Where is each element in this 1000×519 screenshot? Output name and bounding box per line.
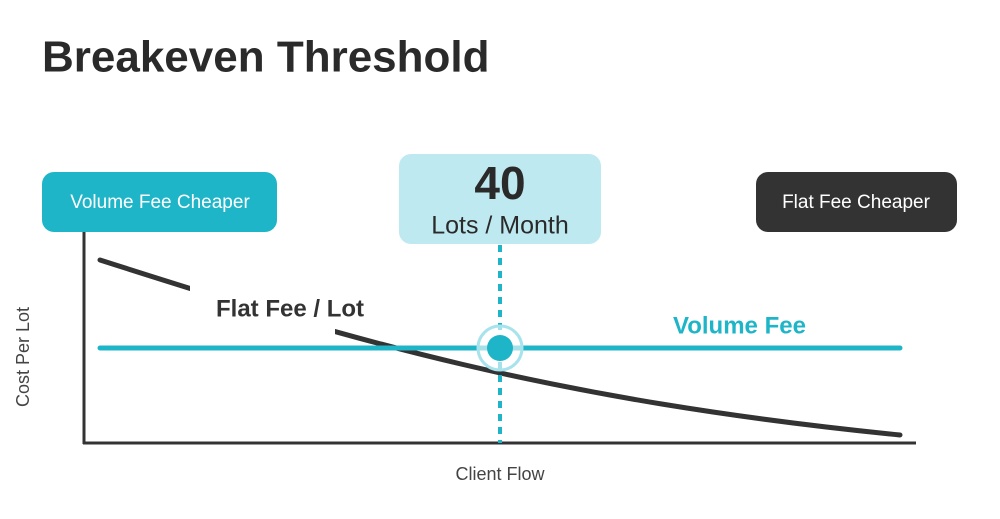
y-axis-label: Cost Per Lot: [13, 307, 33, 407]
threshold-number: 40: [474, 157, 525, 209]
volume-fee-label: Volume Fee: [673, 312, 806, 339]
x-axis-label: Client Flow: [455, 464, 545, 484]
flat-fee-label: Flat Fee / Lot: [216, 295, 364, 322]
left-badge-label: Volume Fee Cheaper: [70, 192, 250, 213]
title: Breakeven Threshold: [42, 33, 490, 82]
threshold-box: [399, 154, 601, 244]
label-gap: [190, 282, 335, 342]
threshold-unit: Lots / Month: [431, 212, 569, 240]
right-badge-label: Flat Fee Cheaper: [782, 192, 931, 213]
left-badge: [42, 172, 277, 232]
threshold-dot: [487, 335, 513, 361]
right-badge: [756, 172, 957, 232]
